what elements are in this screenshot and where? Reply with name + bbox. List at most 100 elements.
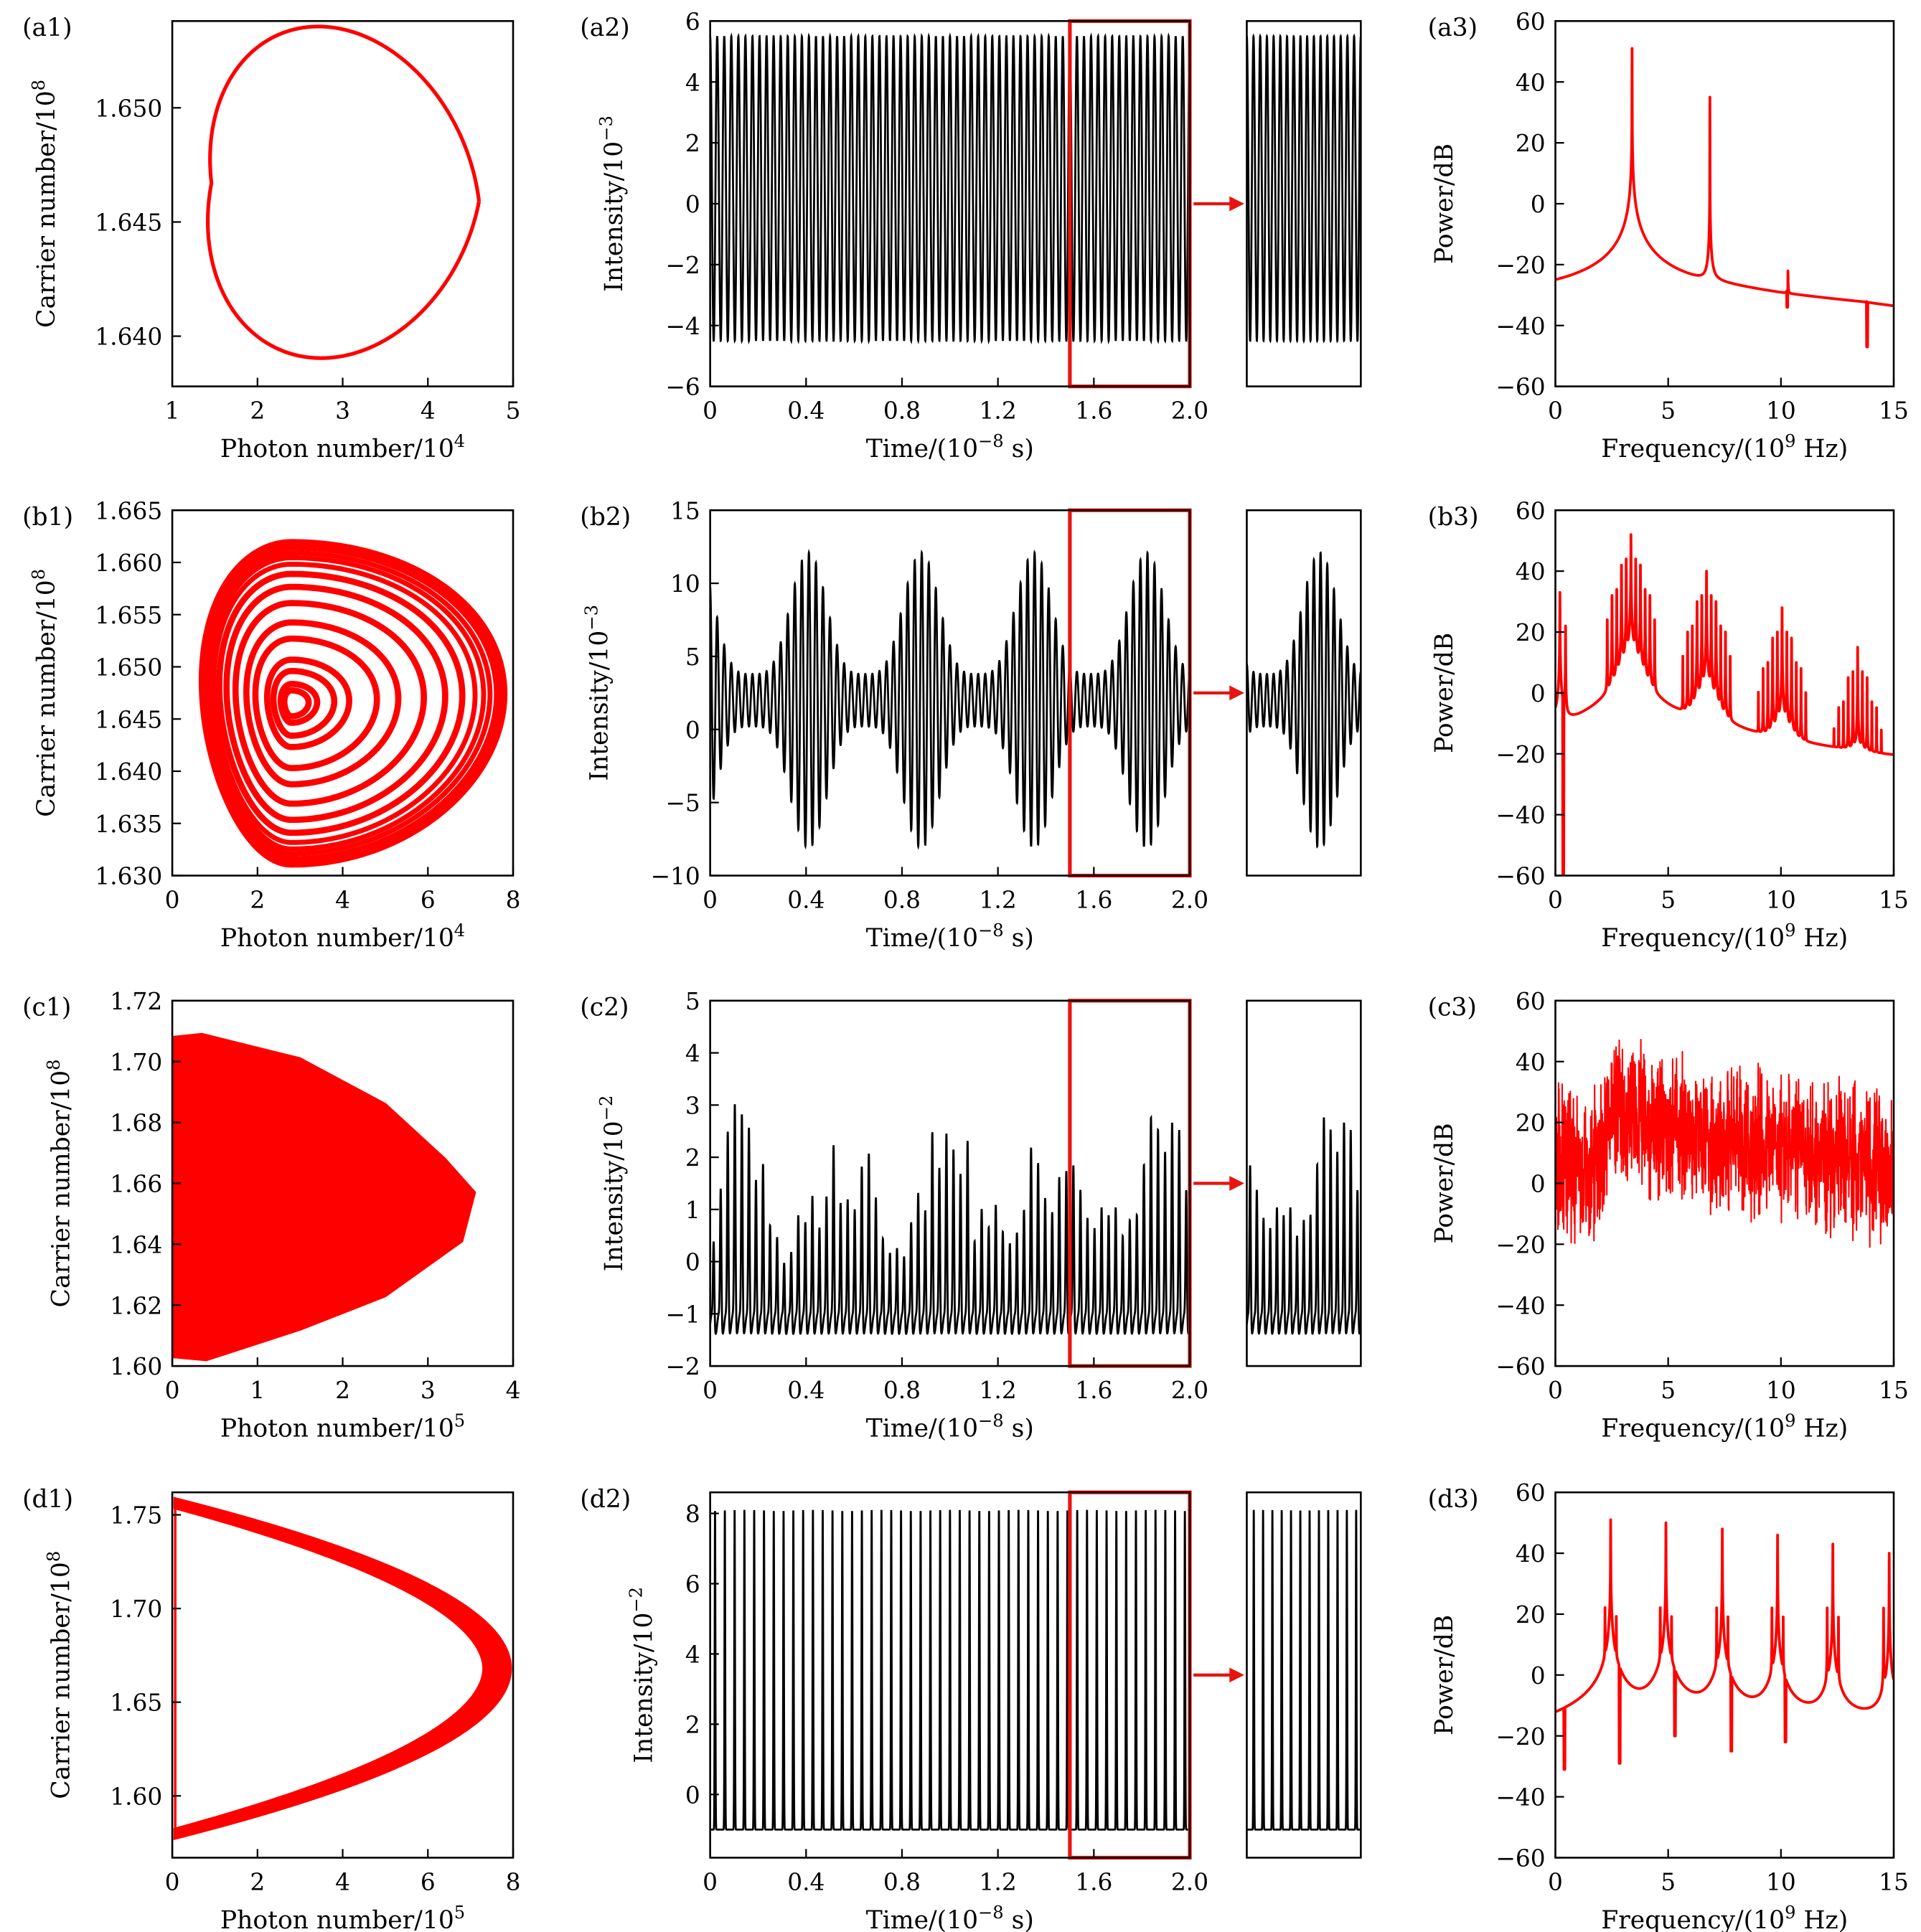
panel-a2: 0 0.4 0.8 1.2 1.6 2.0 −6 −4 −2 0 2 4 6 Time/(10−8 s) I… <box>580 8 1362 463</box>
inset-intensity-trace <box>1246 1509 1361 1831</box>
y-axis-label-text: Power/dB <box>1430 633 1459 753</box>
inset-intensity-trace <box>1246 551 1361 849</box>
highlight-box <box>1068 508 1192 878</box>
panel-label: (c3) <box>1428 994 1477 1022</box>
x-tick-label: 10 <box>1766 1377 1796 1404</box>
y-axis-label-text: Power/dB <box>1430 1123 1459 1243</box>
x-axis-label-text: Time/(10 <box>866 435 978 463</box>
x-tick-label: 5 <box>506 397 521 424</box>
inset-intensity-trace <box>1246 1117 1361 1335</box>
y-tick-label: 60 <box>1516 8 1546 35</box>
panel-b1: 0 2 4 6 81.6301.6351.6401.6451.6501.6551.660… <box>22 497 520 953</box>
plot-area <box>1555 533 1894 876</box>
plot-area <box>172 1032 476 1362</box>
inset-frame <box>1246 509 1362 877</box>
x-tick-label: 0.8 <box>883 397 921 424</box>
plot-area <box>1555 47 1894 349</box>
y-axis-label-superscript: 8 <box>29 80 49 90</box>
y-axis-label-text: Carrier number/10 <box>47 1562 76 1799</box>
y-tick-label: 1.70 <box>110 1049 162 1076</box>
y-axis-label-text: Intensity/10 <box>585 631 614 781</box>
x-tick-label: 1.6 <box>1075 1868 1112 1895</box>
y-tick-label: 2 <box>685 1144 700 1172</box>
trajectory-loop <box>270 667 338 739</box>
x-axis-label-superscript: −8 <box>978 920 1004 941</box>
x-tick-label: 4 <box>335 1868 350 1895</box>
panel-b2: 0 0.4 0.8 1.2 1.6 2.0 −10 −5 0 5 10 15 Time/(10−8 s)… <box>580 497 1362 953</box>
y-tick-label: −20 <box>1495 1231 1545 1258</box>
y-axis-label-superscript: −2 <box>596 1095 616 1121</box>
y-axis-label-superscript: −3 <box>596 116 616 141</box>
x-tick-label: 0.4 <box>787 397 825 424</box>
y-tick-label: 1.65 <box>110 1690 162 1717</box>
x-tick-label: 0 <box>703 397 718 424</box>
y-tick-label: 1 <box>685 1197 700 1224</box>
x-tick-label: 0 <box>165 886 180 913</box>
y-axis-label: Power/dB <box>1430 1615 1459 1735</box>
y-tick-label: 0 <box>685 1249 700 1276</box>
x-tick-label: 3 <box>421 1377 436 1404</box>
y-tick-label: 40 <box>1516 1540 1546 1568</box>
panel-label: (a3) <box>1428 14 1478 42</box>
y-axis-label: Intensity/10−3 <box>596 116 629 292</box>
y-tick-label: 1.665 <box>95 497 162 524</box>
y-tick-label: 1.635 <box>95 811 162 838</box>
panel-label: (d1) <box>22 1485 73 1514</box>
y-tick-label: 20 <box>1516 619 1546 646</box>
inset-frame <box>1246 999 1362 1367</box>
spectrum-curve <box>1555 533 1894 876</box>
x-tick-label: 8 <box>506 886 521 913</box>
x-tick-label: 1.2 <box>980 397 1017 424</box>
x-tick-label: 0 <box>703 1377 718 1404</box>
x-tick-label: 1.2 <box>980 886 1017 913</box>
y-tick-label: 0 <box>1531 1662 1546 1690</box>
y-tick-label: 0 <box>685 191 700 218</box>
y-tick-label: −40 <box>1495 1784 1545 1811</box>
y-tick-label: 1.75 <box>110 1502 162 1530</box>
y-tick-label: 3 <box>685 1092 700 1119</box>
arrow-head-icon <box>1229 685 1245 701</box>
x-tick-label: 2 <box>250 1868 265 1895</box>
y-tick-label: −40 <box>1495 1292 1545 1319</box>
x-axis-label-superscript: 5 <box>454 1903 465 1923</box>
x-axis-label-superscript: 4 <box>454 920 465 941</box>
y-tick-label: 1.68 <box>110 1110 162 1137</box>
y-tick-label: 4 <box>685 1040 700 1068</box>
trajectory-loop <box>216 570 466 837</box>
y-tick-label: −20 <box>1495 741 1545 768</box>
x-axis-label-text: Photon number/10 <box>220 924 454 953</box>
y-tick-label: 1.62 <box>110 1292 162 1319</box>
x-axis-label-suffix: Hz) <box>1795 924 1848 953</box>
x-axis-label: Time/(10−8 s) <box>866 1411 1034 1443</box>
y-tick-label: 40 <box>1516 1049 1546 1076</box>
x-tick-label: 3 <box>335 397 350 424</box>
x-tick-label: 1.2 <box>980 1377 1017 1404</box>
trajectory-loop <box>205 550 493 857</box>
panel-c3: 0 5 10 15 −60 −40 −20 0 20 40 60 Frequency/(109 Hz)… <box>1428 988 1909 1443</box>
x-tick-label: 0 <box>165 1868 180 1895</box>
y-axis-label-text: Intensity/10 <box>600 141 629 292</box>
attractor-region <box>172 1032 476 1362</box>
x-axis-label-superscript: 5 <box>454 1411 465 1431</box>
y-tick-label: −10 <box>651 863 700 890</box>
y-axis-label: Power/dB <box>1430 633 1459 753</box>
plot-frame <box>1554 20 1895 387</box>
panel-label: (b3) <box>1428 503 1479 532</box>
x-tick-label: 2 <box>335 1377 350 1404</box>
panel-label: (a1) <box>22 14 72 42</box>
y-axis-label: Intensity/10−2 <box>626 1587 659 1763</box>
x-axis-label-text: Frequency/(10 <box>1601 924 1785 953</box>
x-tick-label: 1.6 <box>1075 886 1112 913</box>
y-tick-label: 1.72 <box>110 988 162 1015</box>
y-axis-label-superscript: 8 <box>44 1551 64 1562</box>
x-tick-label: 5 <box>1661 397 1676 424</box>
inset-intensity-trace <box>1246 33 1361 344</box>
x-tick-label: 5 <box>1661 886 1676 913</box>
y-axis-label: Intensity/10−2 <box>596 1095 629 1272</box>
x-tick-label: 1 <box>165 397 180 424</box>
zoom-inset <box>1246 551 1361 849</box>
x-axis-label-suffix: Hz) <box>1795 1906 1848 1932</box>
panel-c1: 0 1 2 3 4 1.60 1.62 1.64 1.66 1.68 1.70 1.72 Photon … <box>22 988 520 1443</box>
y-axis-label: Intensity/10−3 <box>581 605 614 781</box>
